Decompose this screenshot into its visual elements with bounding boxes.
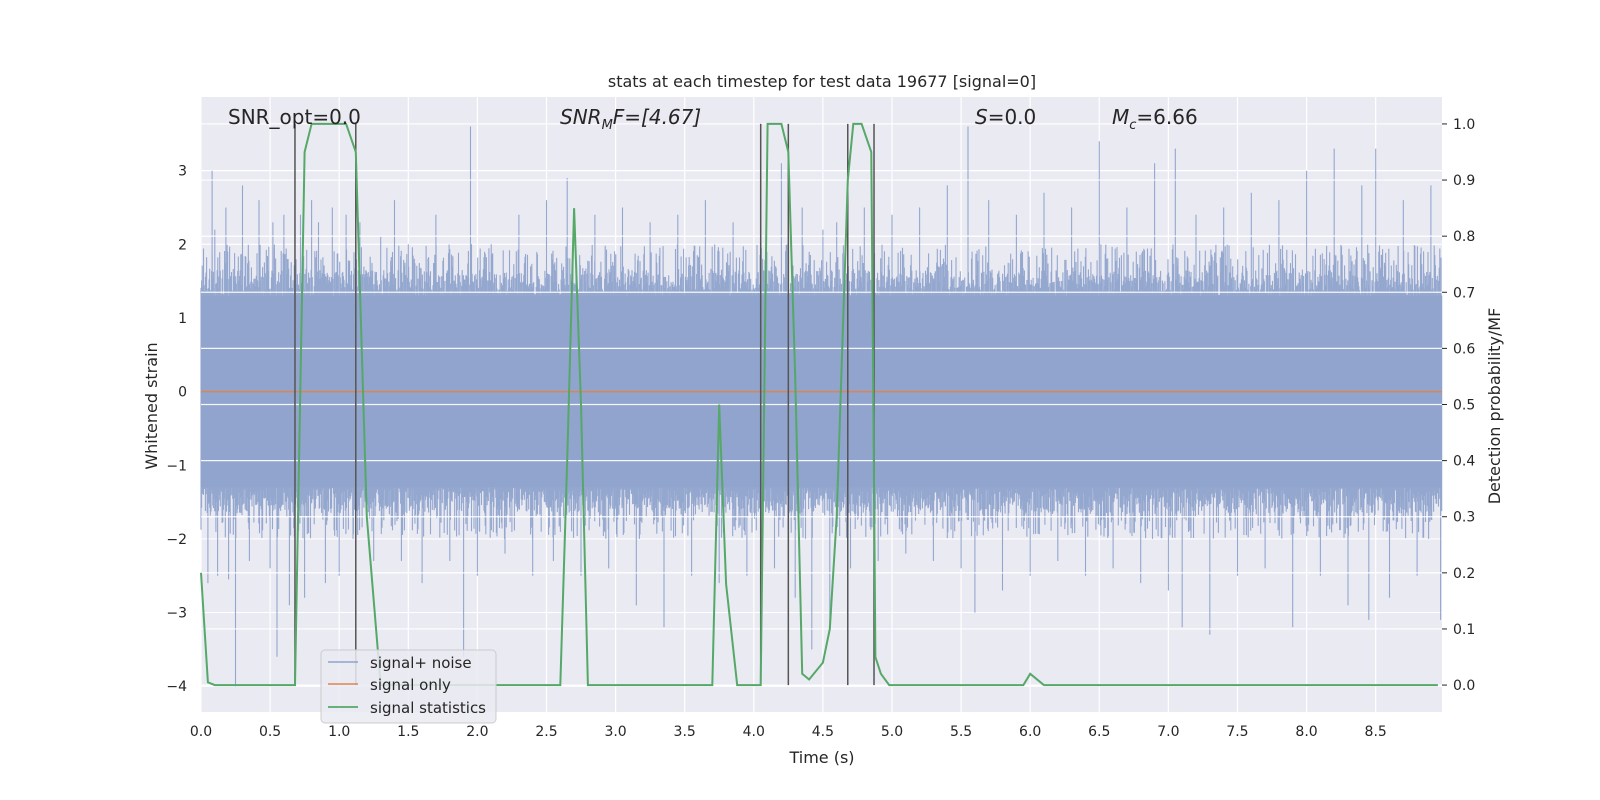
x-tick-label-16: 8.0 [1295,724,1317,740]
mc-sub: c [1129,118,1136,133]
legend-box [320,649,497,724]
mc-rest: =6.66 [1136,105,1197,129]
signal-statistics-line [200,122,1438,687]
snr-mf-sub: M [602,118,613,133]
x-tick-label-8: 4.0 [743,724,765,740]
x-tick-label-2: 1.0 [328,724,350,740]
s-annotation: S=0.0 [975,105,1036,129]
snr-mf-rest: F=[4.67] [613,105,701,129]
left-y-tick-label-4: −1 [166,458,187,474]
right-y-axis-label: Detection probability/MF [1485,308,1504,505]
x-tick-label-11: 5.5 [950,724,972,740]
left-y-tick-label-2: 1 [178,311,187,327]
right-y-tick-label-3: 0.7 [1453,285,1475,301]
mc-base: M [1112,105,1129,129]
snr-opt-annotation: SNR_opt=0.0 [228,105,361,129]
right-y-tick-label-8: 0.2 [1453,566,1475,582]
left-y-tick-label-5: −2 [166,532,187,548]
left-y-axis-ticks: 3 2 1 0 −1 −2 −3 −4 [166,164,187,696]
legend: signal+ noise signal only signal statist… [320,649,497,724]
x-tick-label-17: 8.5 [1365,724,1387,740]
x-tick-label-6: 3.0 [604,724,626,740]
left-y-tick-label-6: −3 [166,606,187,622]
chart-title: stats at each timestep for test data 196… [608,72,1036,91]
right-y-tick-label-9: 0.1 [1453,622,1475,638]
x-tick-label-9: 4.5 [812,724,834,740]
legend-label-noise: signal+ noise [370,654,472,672]
snr-mf-base: SNR [560,105,602,129]
right-y-tick-label-4: 0.6 [1453,341,1475,357]
x-tick-label-4: 2.0 [466,724,488,740]
s-rest: =0.0 [988,105,1037,129]
right-y-tick-label-7: 0.3 [1453,510,1475,526]
x-tick-label-13: 6.5 [1088,724,1110,740]
right-y-tick-label-5: 0.5 [1453,398,1475,414]
s-base: S [975,105,988,129]
legend-label-signal-only: signal only [370,676,451,694]
x-tick-label-12: 6.0 [1019,724,1041,740]
right-y-tick-label-2: 0.8 [1453,229,1475,245]
right-y-tick-label-10: 0.0 [1453,678,1475,694]
left-y-tick-label-7: −4 [166,679,187,695]
mc-annotation: Mc=6.66 [1112,105,1198,133]
x-axis-ticks: 0.0 0.5 1.0 1.5 2.0 2.5 3.0 3.5 4.0 4.5 5.0 5.5 6.0 6… [190,724,1387,740]
left-y-tick-label-1: 2 [178,237,187,253]
legend-label-statistics: signal statistics [370,699,486,717]
x-tick-label-1: 0.5 [259,724,281,740]
x-tick-label-10: 5.0 [881,724,903,740]
x-tick-label-7: 3.5 [674,724,696,740]
right-y-axis-ticks: 1.0 0.9 0.8 0.7 0.6 0.5 0.4 0.3 0.2 0.1 0.0 [1442,117,1475,694]
left-y-tick-label-0: 3 [178,164,187,180]
x-tick-label-0: 0.0 [190,724,212,740]
right-y-tick-label-1: 0.9 [1453,173,1475,189]
x-tick-label-14: 7.0 [1157,724,1179,740]
x-tick-label-5: 2.5 [535,724,557,740]
left-y-tick-label-3: 0 [178,385,187,401]
right-y-tick-label-0: 1.0 [1453,117,1475,133]
x-tick-label-15: 7.5 [1226,724,1248,740]
snr-mf-annotation: SNRMF=[4.67] [560,105,701,133]
x-axis-label: Time (s) [788,748,854,767]
left-y-axis-label: Whitened strain [142,342,161,469]
right-y-tick-label-6: 0.4 [1453,454,1475,470]
x-tick-label-3: 1.5 [397,724,419,740]
signal-statistics-series [200,122,1438,687]
